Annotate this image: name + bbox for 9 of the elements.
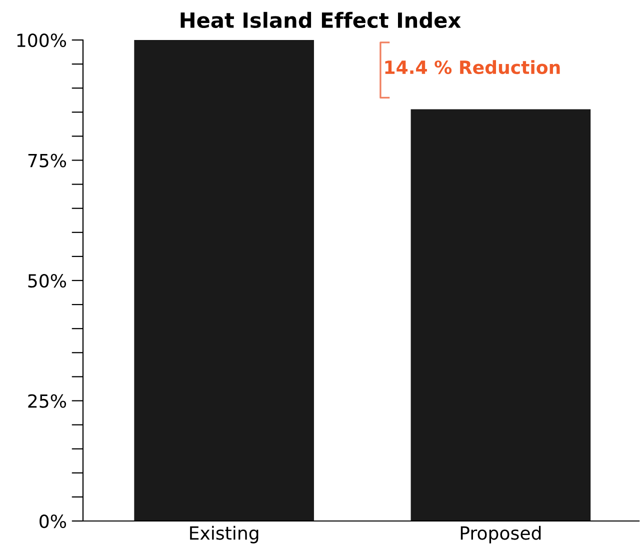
- x-tick-label: Existing: [190, 526, 258, 544]
- y-tick-label: 50%: [28, 274, 66, 288]
- y-tick-label: 100%: [17, 33, 66, 48]
- y-tick-label: 25%: [28, 394, 66, 408]
- annotation: 14.4 % Reduction: [385, 60, 560, 74]
- chart-title: Heat Island Effect Index: [180, 12, 461, 28]
- y-tick-label: 75%: [28, 154, 66, 168]
- x-tick-label: Proposed: [460, 526, 541, 544]
- y-tick-label: 0%: [40, 514, 66, 528]
